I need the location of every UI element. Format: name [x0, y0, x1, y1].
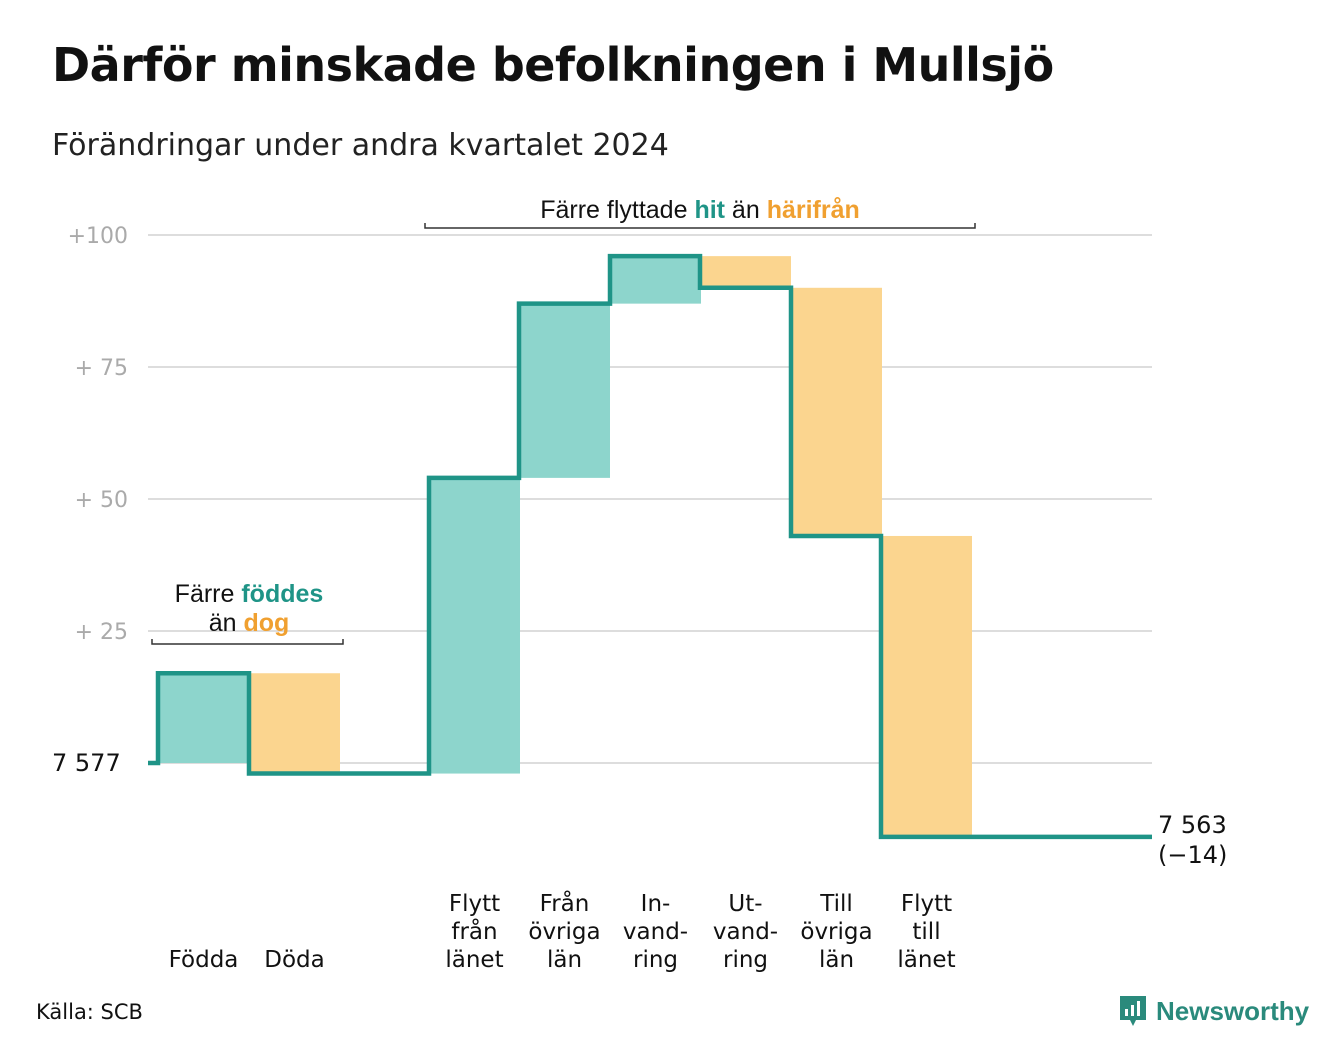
- waterfall-bar: [791, 287, 882, 536]
- waterfall-bar: [519, 303, 610, 478]
- y-tick-label: + 50: [75, 488, 128, 513]
- waterfall-bar: [700, 256, 791, 288]
- chart-subtitle: Förändringar under andra kvartalet 2024: [52, 128, 669, 163]
- category-label: In-: [641, 891, 671, 917]
- end-value-label: 7 563: [1158, 811, 1227, 839]
- category-label: Döda: [264, 947, 324, 973]
- annotation-bracket-births: [151, 639, 344, 645]
- category-label: övriga: [800, 919, 872, 945]
- category-label: från: [451, 917, 497, 945]
- category-label: Flytt: [449, 891, 500, 917]
- annotation-bracket-migration: [424, 223, 976, 229]
- category-label: länet: [445, 947, 503, 973]
- category-label: övriga: [528, 919, 600, 945]
- y-tick-label: +100: [68, 224, 128, 249]
- cumulative-step-line: [148, 253, 1152, 840]
- category-label: ring: [633, 947, 678, 973]
- category-label: Flytt: [901, 891, 952, 917]
- category-label: länet: [897, 947, 955, 973]
- annotation-deaths: än dog: [209, 609, 290, 637]
- start-value-label: 7 577: [52, 749, 121, 777]
- category-label: ring: [723, 947, 768, 973]
- brand-logo: Newsworthy: [1118, 994, 1309, 1028]
- category-label: län: [819, 947, 854, 973]
- category-label: vand-: [623, 919, 688, 945]
- category-label: vand-: [713, 919, 778, 945]
- brand-name: Newsworthy: [1156, 995, 1310, 1026]
- annotation-migration: Färre flyttade hit än härifrån: [540, 196, 860, 224]
- y-tick-label: + 25: [75, 620, 128, 645]
- y-tick-label: + 75: [75, 356, 128, 381]
- category-label: län: [547, 947, 582, 973]
- category-label: Till: [819, 891, 853, 917]
- waterfall-bar: [881, 535, 972, 837]
- chart-logo-icon: [1120, 996, 1146, 1026]
- chart-title: Därför minskade befolkningen i Mullsjö: [52, 38, 1054, 92]
- waterfall-bar: [158, 673, 249, 763]
- waterfall-bar: [249, 673, 340, 774]
- category-label: Ut-: [728, 891, 762, 917]
- end-change-label: (−14): [1158, 841, 1227, 869]
- waterfall-bar: [429, 477, 520, 774]
- category-label: till: [912, 919, 940, 945]
- category-label: Från: [540, 889, 590, 917]
- category-label: Födda: [169, 947, 239, 973]
- source-note: Källa: SCB: [36, 1000, 143, 1024]
- annotation-births: Färre föddes: [175, 580, 324, 608]
- waterfall-bar: [610, 256, 701, 304]
